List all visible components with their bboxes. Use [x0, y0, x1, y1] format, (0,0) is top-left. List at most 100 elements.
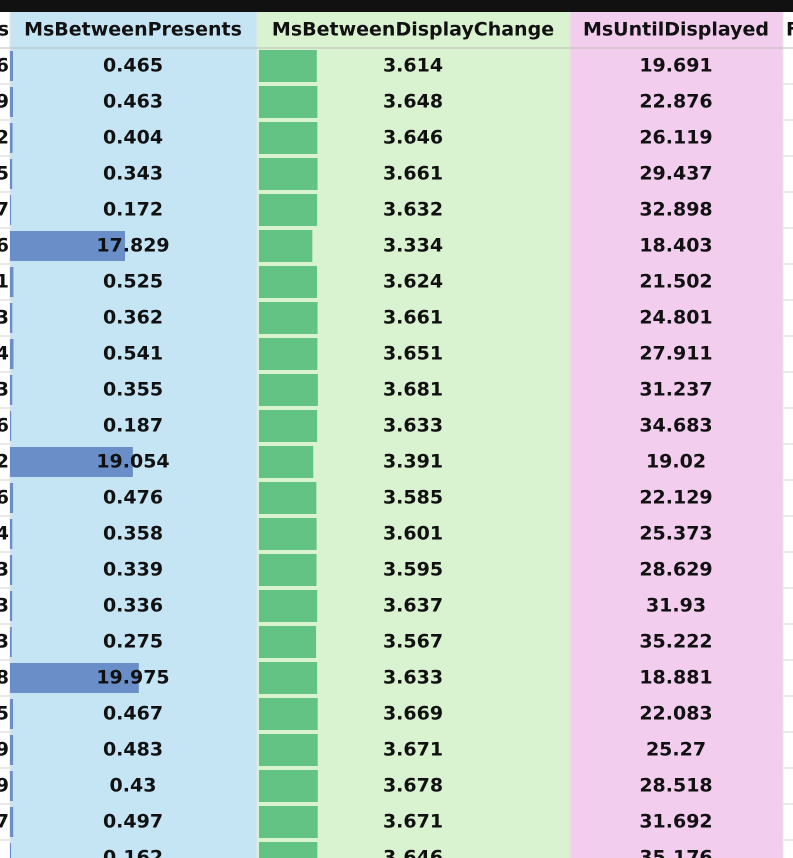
- column-fill: [570, 12, 783, 858]
- right-header: F: [786, 19, 793, 41]
- cell-value: 0.476: [103, 487, 163, 509]
- cell-value: 0.541: [103, 343, 163, 365]
- data-bar: [259, 482, 317, 514]
- cell-value: 3.632: [383, 199, 443, 221]
- data-bar: [10, 87, 13, 117]
- left-cell: 3: [0, 595, 9, 617]
- cell-value: 0.187: [103, 415, 163, 437]
- cell-value: 19.02: [646, 451, 706, 473]
- data-bar: [259, 554, 317, 586]
- cell-value: 3.681: [383, 379, 443, 401]
- cell-value: 35.222: [639, 631, 712, 653]
- left-cell: 9: [0, 91, 9, 113]
- data-bar: [10, 303, 13, 333]
- cell-value: 3.585: [383, 487, 443, 509]
- cell-value: 22.876: [639, 91, 712, 113]
- data-bar: [259, 374, 318, 406]
- cell-value: 3.391: [383, 451, 443, 473]
- cell-value: 0.336: [103, 595, 163, 617]
- left-cell: 3: [0, 631, 9, 653]
- cell-value: 3.646: [383, 847, 443, 858]
- data-bar: [10, 51, 13, 81]
- cell-value: 3.648: [383, 91, 443, 113]
- data-bar: [10, 123, 13, 153]
- data-bar: [10, 555, 13, 585]
- cell-value: 3.624: [383, 271, 443, 293]
- data-bar: [10, 843, 12, 858]
- cell-value: 17.829: [96, 235, 169, 257]
- data-bar: [10, 591, 13, 621]
- cell-value: 3.661: [383, 163, 443, 185]
- column-fill: [10, 12, 257, 858]
- cell-value: 3.671: [383, 811, 443, 833]
- cell-value: 3.669: [383, 703, 443, 725]
- cell-value: 0.343: [103, 163, 163, 185]
- cell-value: 18.881: [639, 667, 712, 689]
- cell-value: 0.497: [103, 811, 163, 833]
- top-bar: [0, 0, 793, 12]
- cell-value: 22.129: [639, 487, 712, 509]
- cell-value: 19.975: [96, 667, 169, 689]
- left-cell: 9: [0, 739, 9, 761]
- cell-value: 19.691: [639, 55, 712, 77]
- data-bar: [10, 627, 12, 657]
- left-cell: 5: [0, 703, 9, 725]
- left-cell: 6: [0, 55, 9, 77]
- data-bar: [259, 626, 317, 658]
- data-bar: [10, 375, 13, 405]
- data-bar: [10, 699, 14, 729]
- cell-value: 28.629: [639, 559, 712, 581]
- data-bar: [259, 842, 318, 858]
- cell-value: 19.054: [96, 451, 169, 473]
- left-cell: 3: [0, 559, 9, 581]
- left-cell: 2: [0, 127, 9, 149]
- cell-value: 0.465: [103, 55, 163, 77]
- cell-value: 0.275: [103, 631, 163, 653]
- cell-value: 26.119: [639, 127, 712, 149]
- data-bar: [10, 411, 12, 441]
- cell-value: 0.463: [103, 91, 163, 113]
- left-cell: 4: [0, 523, 9, 545]
- cell-value: 3.595: [383, 559, 443, 581]
- cell-value: 0.162: [103, 847, 163, 858]
- left-cell: 3: [0, 307, 9, 329]
- data-bar: [259, 734, 318, 766]
- cell-value: 0.358: [103, 523, 163, 545]
- cell-value: 3.334: [383, 235, 443, 257]
- cell-value: 31.93: [646, 595, 706, 617]
- cell-value: 0.362: [103, 307, 163, 329]
- cell-value: 3.678: [383, 775, 443, 797]
- data-bar: [259, 194, 318, 226]
- cell-value: 27.911: [639, 343, 712, 365]
- left-cell: 4: [0, 343, 9, 365]
- column-header: MsBetweenPresents: [24, 19, 242, 41]
- left-cell: 5: [0, 163, 9, 185]
- data-bar: [259, 698, 318, 730]
- data-bar: [259, 266, 317, 298]
- data-bar: [10, 267, 14, 297]
- data-bar: [10, 807, 14, 837]
- left-cell: 7: [0, 199, 9, 221]
- cell-value: 34.683: [639, 415, 712, 437]
- cell-value: 0.339: [103, 559, 163, 581]
- data-bar: [259, 770, 318, 802]
- data-bar: [259, 446, 314, 478]
- data-bar: [259, 806, 318, 838]
- data-bar: [259, 86, 318, 118]
- left-cell: 7: [0, 811, 9, 833]
- data-bar: [10, 159, 13, 189]
- data-bar: [259, 662, 318, 694]
- cell-value: 3.614: [383, 55, 443, 77]
- cell-value: 3.671: [383, 739, 443, 761]
- cell-value: 0.355: [103, 379, 163, 401]
- data-bar: [10, 519, 13, 549]
- data-bar: [259, 158, 318, 190]
- data-bar: [10, 735, 14, 765]
- data-bar: [10, 339, 14, 369]
- left-cell: 6: [0, 415, 9, 437]
- left-cell: 8: [0, 667, 9, 689]
- left-cell: 3: [0, 379, 9, 401]
- cell-value: 31.692: [639, 811, 712, 833]
- cell-value: 0.525: [103, 271, 163, 293]
